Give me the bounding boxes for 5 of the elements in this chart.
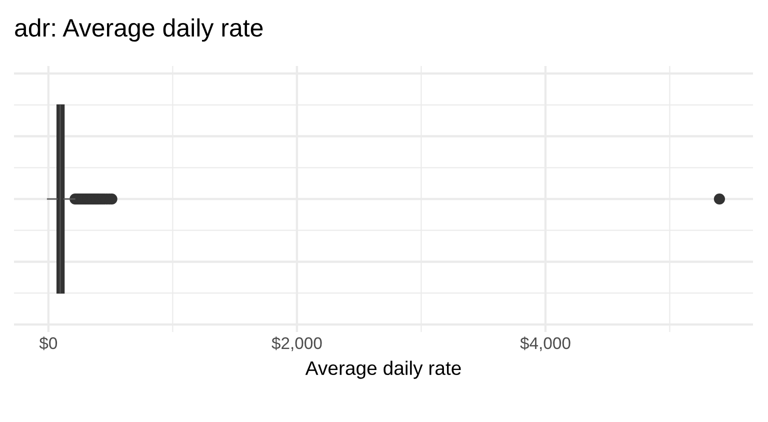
chart-title: adr: Average daily rate (15, 18, 263, 42)
x-tick-label: $4,000 (520, 336, 570, 352)
x-axis-title: Average daily rate (305, 360, 461, 379)
x-tick-label: $0 (39, 336, 58, 350)
x-tick-label: $2,000 (272, 336, 322, 352)
